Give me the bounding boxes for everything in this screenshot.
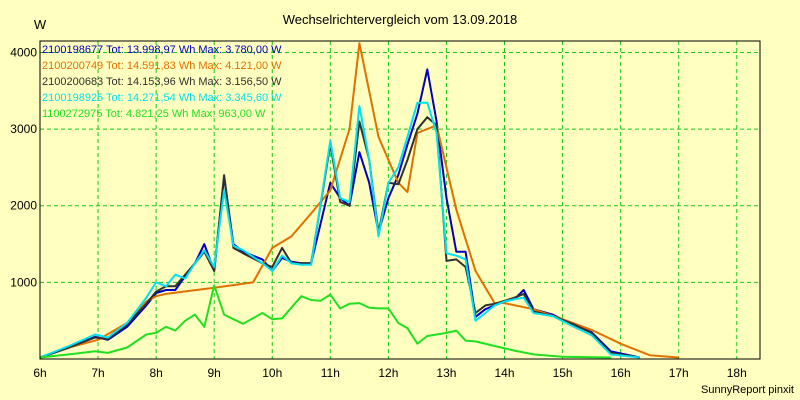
legend-entry-2100198925: 2100198925 Tot: 14.271,54 Wh Max: 3.345,… bbox=[42, 92, 282, 104]
y-tick-label: 2000 bbox=[10, 199, 37, 213]
x-tick-label: 12h bbox=[378, 366, 398, 380]
y-tick-label: 1000 bbox=[10, 275, 37, 289]
y-tick-label: 3000 bbox=[10, 122, 37, 136]
series-line-2100200683 bbox=[39, 116, 640, 359]
legend-entry-1100272975: 1100272975 Tot: 4.821,25 Wh Max: 963,00 … bbox=[42, 108, 266, 120]
legend-entry-2100198677: 2100198677 Tot: 13.998,97 Wh Max: 3.780,… bbox=[42, 44, 282, 56]
x-tick-label: 7h bbox=[91, 366, 104, 380]
series-line-2100200749 bbox=[39, 42, 679, 359]
chart-title: Wechselrichtervergleich vom 13.09.2018 bbox=[283, 12, 518, 27]
x-tick-label: 11h bbox=[321, 366, 340, 380]
x-tick-label: 6h bbox=[33, 366, 46, 380]
y-tick-label: 4000 bbox=[10, 45, 37, 59]
series-line-1100272975 bbox=[39, 284, 611, 359]
x-tick-label: 8h bbox=[149, 366, 162, 380]
x-tick-label: 15h bbox=[553, 366, 573, 380]
footer-credit: SunnyReport pinxit bbox=[701, 384, 794, 396]
series-line-2100198925 bbox=[39, 101, 640, 359]
x-tick-label: 13h bbox=[436, 366, 456, 380]
legend-entry-2100200749: 2100200749 Tot: 14.591,83 Wh Max: 4.121,… bbox=[42, 60, 282, 72]
y-axis-unit-label: W bbox=[34, 17, 47, 32]
x-tick-label: 10h bbox=[262, 366, 282, 380]
tick-label-layer: 6h 7h 8h 9h 10h 11h 12h 13h 14h 15h 16h 17h 18h 1000 2… bbox=[10, 45, 746, 380]
x-tick-label: 17h bbox=[669, 366, 689, 380]
grid-layer bbox=[39, 41, 760, 359]
x-tick-label: 16h bbox=[611, 366, 631, 380]
legend: 2100198677 Tot: 13.998,97 Wh Max: 3.780,… bbox=[42, 44, 282, 120]
plot-frame bbox=[39, 40, 761, 360]
x-tick-label: 14h bbox=[495, 366, 515, 380]
legend-entry-2100200683: 2100200683 Tot: 14.153,96 Wh Max: 3.156,… bbox=[42, 76, 282, 88]
x-tick-label: 18h bbox=[727, 366, 747, 380]
x-tick-label: 9h bbox=[208, 366, 221, 380]
series-layer bbox=[39, 42, 679, 359]
